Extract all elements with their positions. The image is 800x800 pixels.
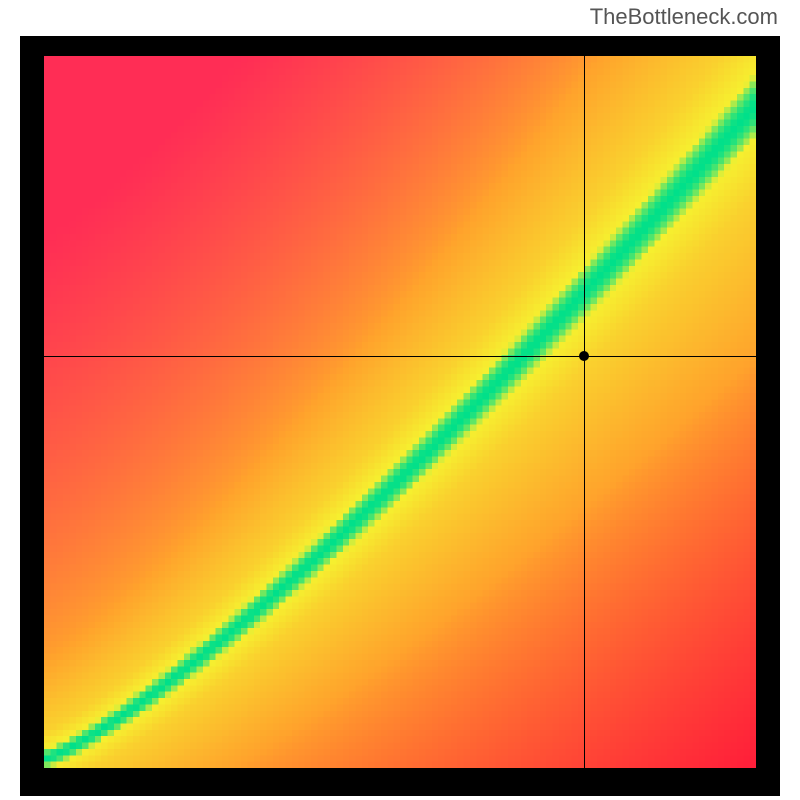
- watermark-text: TheBottleneck.com: [590, 4, 778, 30]
- crosshair-marker: [579, 351, 589, 361]
- crosshair-vertical: [584, 56, 585, 768]
- plot-outer-border: [20, 36, 780, 796]
- heatmap-canvas: [44, 56, 756, 768]
- plot-area: [44, 56, 756, 768]
- crosshair-horizontal: [44, 356, 756, 357]
